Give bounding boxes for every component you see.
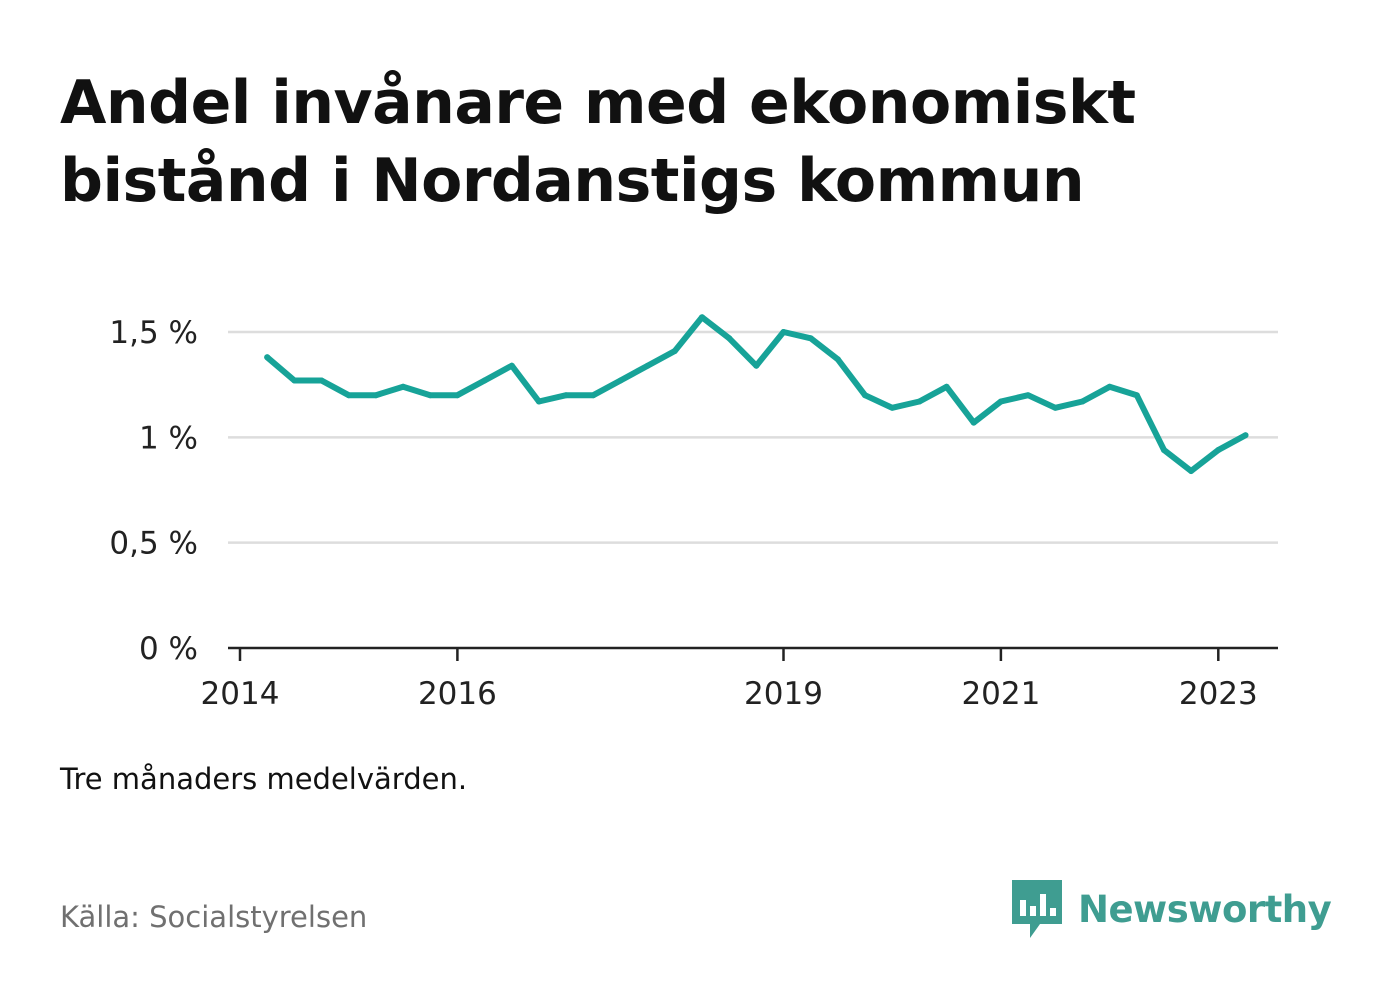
data-point — [753, 362, 760, 369]
data-point — [916, 398, 923, 405]
data-point — [1106, 383, 1113, 390]
x-tick-label: 2023 — [1179, 676, 1258, 712]
chart-note: Tre månaders medelvärden. — [60, 762, 468, 796]
data-point — [1025, 392, 1032, 399]
data-point — [997, 398, 1004, 405]
newsworthy-logo-icon — [1012, 880, 1062, 938]
brand-name: Newsworthy — [1078, 887, 1332, 931]
data-point — [291, 377, 298, 384]
data-point — [726, 335, 733, 342]
chart-title-line-1: Andel invånare med ekonomiskt — [60, 68, 1136, 138]
data-point — [644, 362, 651, 369]
data-point — [345, 392, 352, 399]
y-tick-label: 0,5 % — [109, 526, 198, 562]
data-point — [535, 398, 542, 405]
y-tick-label: 0 % — [139, 631, 198, 667]
data-points — [264, 314, 1249, 474]
y-tick-label: 1 % — [139, 420, 198, 456]
data-point — [970, 419, 977, 426]
line-chart: 0 % 0,5 % 1 % 1,5 % 2014 2016 2019 2021 2023 — [109, 314, 1278, 712]
data-point — [671, 348, 678, 354]
data-point — [1079, 398, 1086, 405]
series-line — [264, 314, 1249, 474]
data-point — [834, 356, 841, 363]
x-axis-ticks: 2014 2016 2019 2021 2023 — [201, 648, 1258, 712]
y-tick-label: 1,5 % — [109, 315, 198, 351]
data-point — [1215, 447, 1222, 453]
data-point — [590, 392, 597, 399]
data-point — [1052, 404, 1059, 411]
data-point — [862, 392, 868, 399]
data-point — [943, 383, 950, 390]
grid-lines — [228, 330, 1278, 544]
data-point — [318, 377, 325, 384]
data-point — [617, 377, 624, 384]
data-point — [1133, 392, 1140, 399]
data-point — [1188, 468, 1195, 474]
data-point — [1161, 447, 1167, 453]
data-point — [427, 392, 434, 399]
y-axis-tick-labels: 0 % 0,5 % 1 % 1,5 % — [109, 315, 198, 667]
data-point — [1242, 432, 1249, 439]
x-tick-label: 2021 — [961, 676, 1040, 712]
x-tick-label: 2016 — [418, 676, 497, 712]
chart-title: Andel invånare med ekonomiskt bistånd i … — [60, 64, 1320, 220]
source-text: Källa: Socialstyrelsen — [60, 900, 368, 934]
x-tick-label: 2014 — [201, 676, 280, 712]
data-point — [372, 392, 379, 399]
data-point — [889, 404, 896, 411]
data-point — [454, 392, 461, 399]
data-point — [264, 354, 271, 361]
newsworthy-brand[interactable]: Newsworthy — [1010, 878, 1332, 940]
data-point — [563, 392, 570, 399]
data-point — [400, 383, 407, 390]
data-point — [699, 314, 705, 321]
x-tick-label: 2019 — [744, 676, 823, 712]
data-point — [780, 329, 787, 335]
data-point — [807, 335, 814, 342]
data-point — [481, 377, 488, 384]
data-point — [508, 362, 515, 369]
chart-title-line-2: bistånd i Nordanstigs kommun — [60, 146, 1085, 216]
